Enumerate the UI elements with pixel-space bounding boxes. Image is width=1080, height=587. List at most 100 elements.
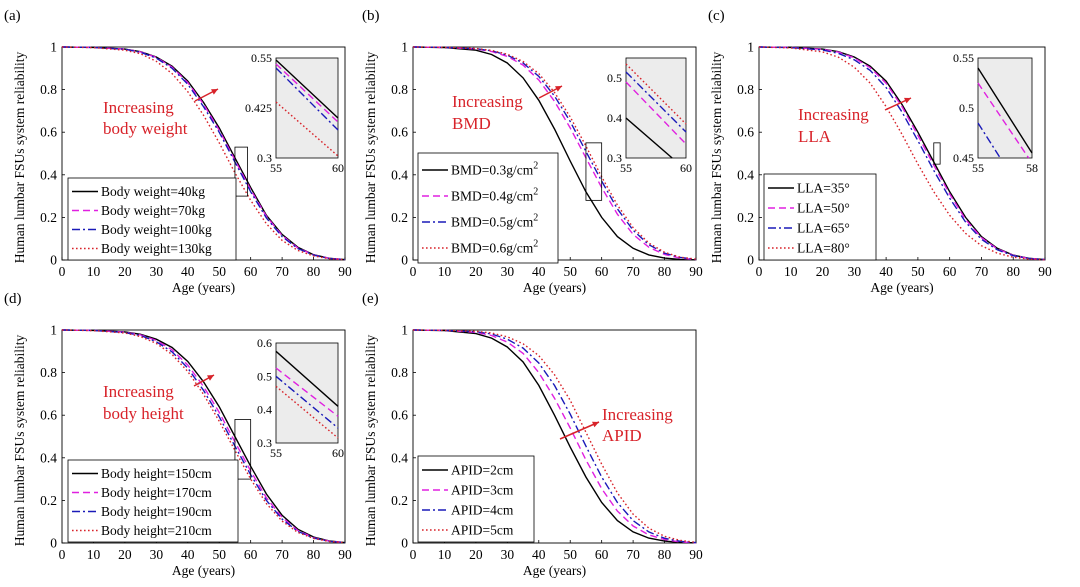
inset-line-1 bbox=[275, 59, 339, 119]
x-tick-label: 80 bbox=[1006, 264, 1020, 279]
panel-letter: (a) bbox=[4, 8, 21, 24]
x-tick-label: 60 bbox=[244, 264, 258, 279]
legend-label: Body weight=130kg bbox=[101, 241, 212, 256]
x-tick-label: 90 bbox=[338, 547, 352, 562]
panel-letter: (c) bbox=[708, 8, 725, 24]
y-tick-label: 0 bbox=[401, 253, 408, 268]
inset-y-tick-label: 0.4 bbox=[257, 403, 272, 417]
zoom-region bbox=[585, 142, 603, 201]
inset-y-tick-label: 0.3 bbox=[257, 436, 272, 450]
annotation-text: APID bbox=[602, 426, 642, 445]
x-tick-label: 70 bbox=[626, 547, 640, 562]
annotation-arrowhead bbox=[211, 89, 218, 95]
y-tick-label: 0.2 bbox=[40, 210, 57, 225]
y-tick-label: 0 bbox=[50, 536, 57, 551]
x-tick-label: 40 bbox=[181, 264, 195, 279]
plot-frame bbox=[412, 329, 697, 544]
legend-label: LLA=50° bbox=[797, 201, 850, 216]
x-tick-label: 40 bbox=[879, 264, 893, 279]
x-tick-label: 20 bbox=[118, 547, 132, 562]
inset-y-tick-label: 0.4 bbox=[607, 111, 622, 125]
y-axis-title: Human lumbar FSUs system reliability bbox=[363, 52, 378, 264]
x-tick-label: 70 bbox=[626, 264, 640, 279]
x-tick-label: 50 bbox=[563, 264, 577, 279]
legend-label: Body height=170cm bbox=[101, 485, 212, 500]
y-axis-title: Human lumbar FSUs system reliability bbox=[363, 335, 378, 547]
legend-superscript: 2 bbox=[533, 213, 538, 224]
inset-y-tick-label: 0.5 bbox=[257, 369, 272, 383]
x-tick-label: 40 bbox=[181, 547, 195, 562]
inset-x-tick-label: 55 bbox=[620, 161, 632, 175]
y-tick-label: 0 bbox=[50, 253, 57, 268]
inset-line-3 bbox=[977, 122, 1001, 159]
series-line-4 bbox=[412, 329, 697, 544]
y-tick-label: 1 bbox=[50, 323, 57, 338]
annotation-text: Increasing bbox=[602, 405, 673, 424]
legend-label: APID=4cm bbox=[451, 503, 514, 518]
plot-frame bbox=[61, 329, 346, 544]
legend-label: APID=3cm bbox=[451, 483, 514, 498]
legend-label: Body weight=70kg bbox=[101, 203, 205, 218]
annotation-arrowhead bbox=[592, 421, 599, 428]
x-tick-label: 70 bbox=[275, 547, 289, 562]
x-tick-label: 10 bbox=[438, 547, 452, 562]
inset: 0.45 0.5 0.55 55 58 bbox=[953, 51, 1038, 175]
legend-label: Body height=190cm bbox=[101, 504, 212, 519]
x-tick-label: 50 bbox=[212, 547, 226, 562]
x-axis-title: Age (years) bbox=[172, 280, 235, 295]
inset-line-2 bbox=[275, 367, 339, 417]
legend: APID=2cm APID=3cm APID=4cm APID=5cm bbox=[417, 455, 535, 543]
x-tick-label: 0 bbox=[756, 264, 763, 279]
annotation-text: body height bbox=[103, 404, 184, 423]
x-tick-label: 70 bbox=[975, 264, 989, 279]
x-tick-label: 20 bbox=[816, 264, 830, 279]
x-tick-label: 90 bbox=[1038, 264, 1052, 279]
x-tick-label: 50 bbox=[212, 264, 226, 279]
panel-letter: (e) bbox=[362, 291, 379, 307]
x-tick-label: 10 bbox=[784, 264, 798, 279]
inset: 0.3 0.4 0.5 55 60 bbox=[607, 57, 692, 175]
y-tick-label: 1 bbox=[401, 40, 408, 55]
series-line-2 bbox=[412, 46, 697, 261]
y-tick-label: 1 bbox=[50, 40, 57, 55]
inset-x-tick-label: 58 bbox=[1026, 161, 1038, 175]
annotation-arrowhead bbox=[904, 97, 911, 104]
series-line-3 bbox=[61, 46, 346, 261]
x-tick-label: 80 bbox=[307, 264, 321, 279]
series-line-4 bbox=[412, 46, 697, 260]
legend-label: BMD=0.3g/cm2 bbox=[451, 161, 538, 178]
inset-y-tick-label: 0.6 bbox=[257, 336, 272, 350]
x-tick-label: 20 bbox=[469, 264, 483, 279]
x-tick-label: 60 bbox=[943, 264, 957, 279]
panel-b: (b) 0 10 20 30 40 50 60 70 80 90 0 0.2 0.4 0.6 0.8 1 Age … bbox=[362, 8, 703, 295]
inset-frame bbox=[977, 57, 1033, 159]
annotation-text: LLA bbox=[798, 127, 832, 146]
inset-line-2 bbox=[977, 82, 1030, 159]
series-line-1 bbox=[412, 329, 697, 544]
inset-x-tick-label: 55 bbox=[270, 446, 282, 460]
inset-y-tick-label: 0.55 bbox=[251, 51, 272, 65]
y-tick-label: 0.8 bbox=[40, 365, 57, 380]
inset-line-3 bbox=[275, 67, 339, 131]
y-tick-label: 0.4 bbox=[40, 167, 57, 182]
legend: Body weight=40kg Body weight=70kg Body wei… bbox=[67, 177, 237, 261]
inset-line-4 bbox=[275, 101, 339, 157]
inset-y-tick-label: 0.3 bbox=[257, 151, 272, 165]
y-tick-label: 0.4 bbox=[391, 167, 408, 182]
inset-y-tick-label: 0.425 bbox=[245, 101, 272, 115]
inset-y-tick-label: 0.55 bbox=[953, 51, 974, 65]
legend-label: LLA=35° bbox=[797, 181, 850, 196]
legend-label: Body height=210cm bbox=[101, 523, 212, 538]
x-tick-label: 80 bbox=[307, 547, 321, 562]
plot-frame bbox=[758, 46, 1046, 261]
inset-x-tick-label: 55 bbox=[270, 161, 282, 175]
annotation-text: Increasing bbox=[452, 92, 523, 111]
x-tick-label: 90 bbox=[689, 547, 703, 562]
x-tick-label: 70 bbox=[275, 264, 289, 279]
inset-x-tick-label: 60 bbox=[680, 161, 692, 175]
y-tick-label: 0.6 bbox=[40, 408, 57, 423]
inset-line-1 bbox=[977, 67, 1033, 154]
zoom-region bbox=[234, 419, 252, 480]
series-line-3 bbox=[61, 329, 346, 544]
